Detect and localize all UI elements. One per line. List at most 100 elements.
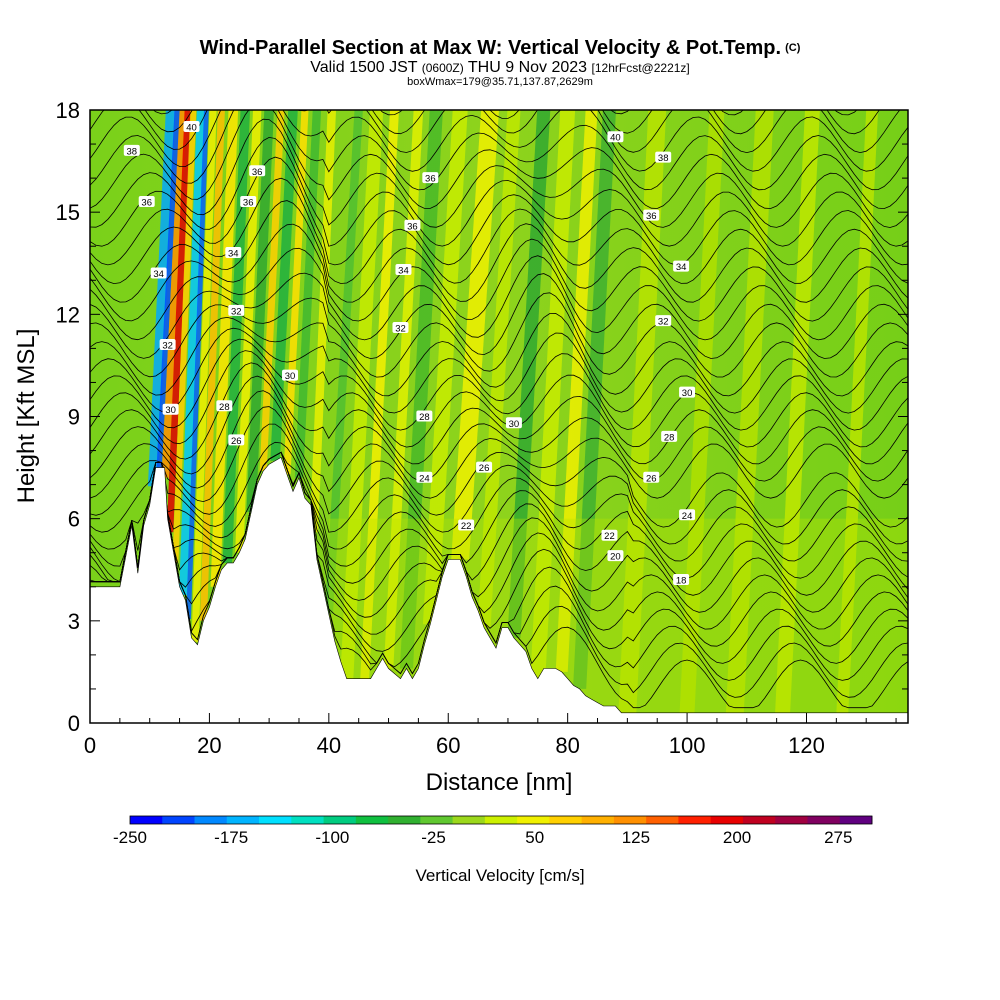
colorbar-frame	[129, 815, 873, 825]
contour-label-text: 30	[165, 405, 176, 416]
contour-label-text: 18	[676, 575, 687, 586]
valid-day: THU 9 Nov 2023	[467, 59, 588, 76]
contour-label-bg	[395, 264, 412, 276]
colorbar-swatch	[710, 816, 744, 824]
contour-label-text: 40	[186, 123, 197, 134]
contour-label: 20	[607, 550, 624, 563]
colorbar-swatch	[807, 816, 841, 824]
contour-label-text: 30	[285, 371, 296, 382]
velocity-band	[166, 110, 192, 533]
colorbar-swatch	[388, 816, 421, 824]
velocity-band	[555, 110, 598, 672]
isentrope-line	[90, 451, 908, 596]
contour-label: 40	[607, 131, 624, 144]
contour-label: 28	[416, 410, 433, 423]
isentrope-line	[90, 350, 908, 448]
velocity-band	[161, 110, 187, 478]
velocity-band	[294, 110, 322, 478]
contour-label: 32	[392, 321, 409, 334]
isentrope-line	[90, 200, 908, 303]
contour-label-bg	[673, 573, 690, 585]
contour-label-text: 36	[252, 167, 263, 178]
isentrope-line	[90, 110, 901, 154]
isentrope-line	[90, 118, 908, 228]
contour-label: 18	[673, 573, 690, 586]
velocity-band	[199, 110, 225, 621]
isentrope-line	[90, 338, 908, 431]
contour-label: 30	[505, 417, 522, 430]
contour-label-bg	[216, 400, 233, 412]
isentrope-line	[90, 110, 908, 191]
colorbar-swatch	[194, 816, 228, 824]
contour-label: 24	[679, 509, 696, 522]
contour-label-text: 32	[658, 317, 669, 328]
colorbar-swatch	[291, 816, 324, 824]
contour-label-text: 24	[419, 473, 430, 484]
contour-label-bg	[601, 529, 618, 541]
contour-label-bg	[225, 247, 242, 259]
contour-label-text: 28	[664, 432, 675, 443]
isentrope-line	[90, 451, 908, 613]
contour-label-bg	[476, 461, 493, 473]
contour-label-bg	[228, 434, 245, 446]
box-info: boxWmax=179@35.71,137.87,2629m	[407, 76, 593, 88]
terrain	[90, 456, 908, 723]
velocity-band	[172, 110, 197, 563]
contour-label: 22	[601, 529, 618, 542]
contour-label-text: 34	[153, 269, 164, 280]
contour-label: 40	[183, 121, 200, 134]
contour-label-bg	[458, 519, 475, 531]
isentrope-line	[90, 451, 908, 579]
contour-label: 32	[159, 338, 176, 351]
contour-label-text: 36	[646, 211, 657, 222]
contour-label-bg	[655, 315, 672, 327]
contour-label: 38	[655, 151, 672, 164]
contour-label-text: 28	[219, 402, 230, 413]
isentrope-line	[90, 451, 908, 647]
contour-label-text: 26	[231, 436, 242, 447]
chart-title-block: Wind-Parallel Section at Max W: Vertical…	[0, 36, 1000, 88]
contour-label-bg	[123, 144, 140, 156]
y-axis-label: Height [Kft MSL]	[13, 329, 40, 504]
colorbar-swatch	[162, 816, 195, 824]
contour-label: 22	[458, 519, 475, 532]
isentrope-line	[90, 423, 908, 545]
isentrope-line	[90, 292, 908, 378]
contour-label-text: 34	[228, 249, 239, 260]
isentrope-line	[90, 362, 908, 465]
contour-label: 38	[123, 144, 140, 157]
velocity-band	[530, 110, 576, 679]
isentrope-line	[90, 247, 908, 341]
contour-label-bg	[655, 151, 672, 163]
isentrope-line	[90, 136, 908, 247]
x-tick-label: 0	[84, 733, 96, 758]
contour-label-bg	[679, 386, 696, 398]
contour-label-text: 36	[141, 197, 152, 208]
colorbar-swatch	[420, 816, 454, 824]
isentrope-line	[90, 375, 908, 482]
velocity-band	[836, 110, 879, 713]
contour-label: 36	[240, 195, 257, 208]
velocity-band	[283, 110, 309, 475]
colorbar-tick-label: 275	[824, 828, 852, 847]
contour-label: 28	[216, 400, 233, 413]
x-tick-label: 60	[436, 733, 460, 758]
contour-label: 36	[138, 195, 155, 208]
x-tick-label: 80	[555, 733, 579, 758]
contour-label-text: 22	[604, 531, 615, 542]
contour-label-text: 38	[127, 146, 138, 157]
contour-label-text: 22	[461, 521, 472, 532]
copyright-mark: (C)	[785, 42, 801, 54]
contour-label: 24	[416, 471, 433, 484]
contour-label-text: 36	[407, 221, 418, 232]
contour-label-bg	[505, 417, 522, 429]
valid-utc: (0600Z)	[421, 61, 464, 75]
contour-label-bg	[416, 471, 433, 483]
contour-label-bg	[138, 195, 155, 207]
y-tick-label: 9	[68, 405, 80, 430]
isentrope-line	[90, 156, 908, 266]
velocity-band	[775, 110, 820, 713]
colorbar-tick-label: 200	[723, 828, 751, 847]
contour-label-bg	[661, 430, 678, 442]
